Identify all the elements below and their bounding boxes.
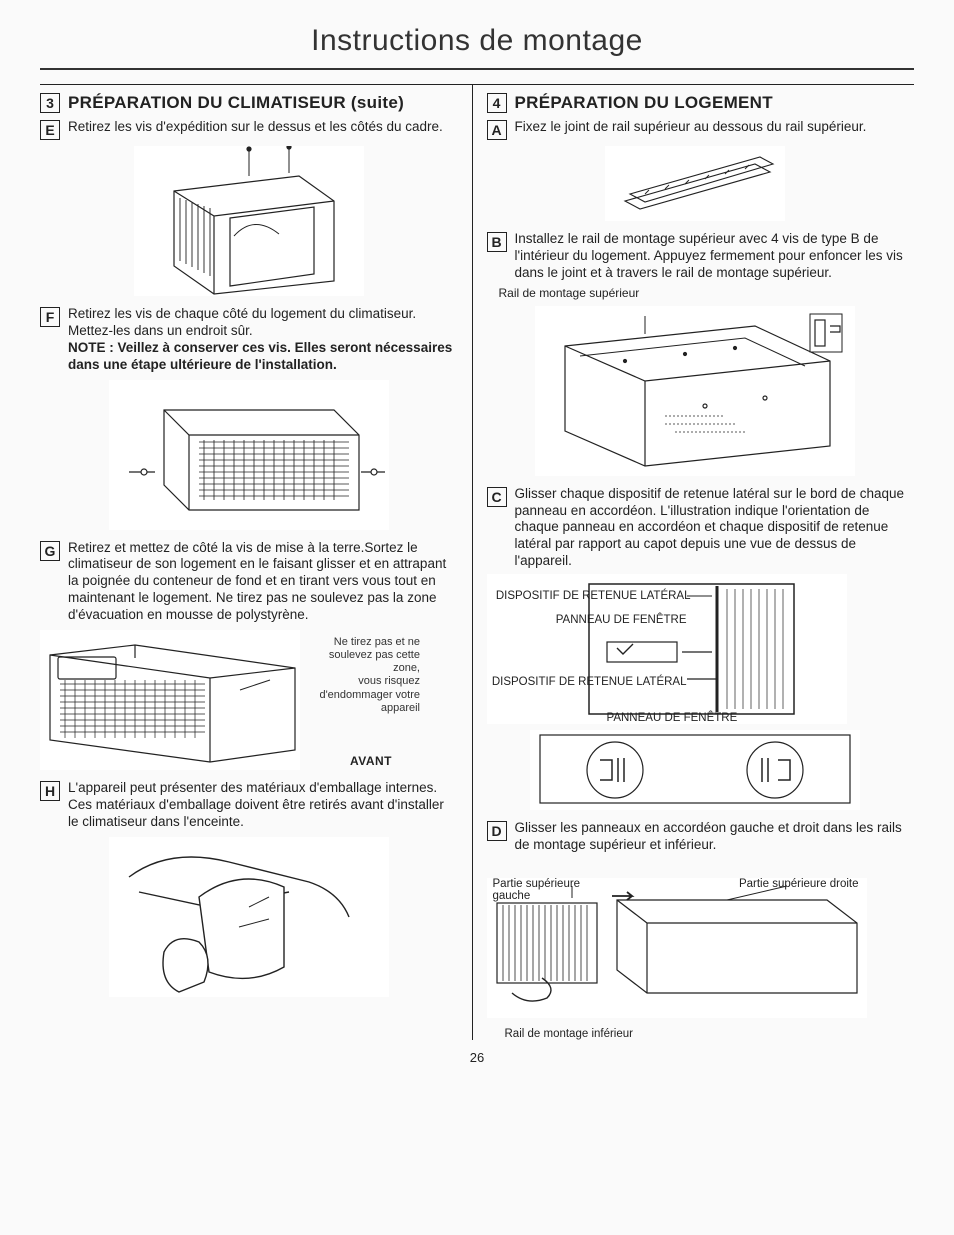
step-F: F Retirez les vis de chaque côté du loge… — [40, 306, 458, 374]
left-column: 3 PRÉPARATION DU CLIMATISEUR (suite) E R… — [40, 85, 473, 1040]
step-F-note: NOTE : Veillez à conserver ces vis. Elle… — [68, 340, 452, 372]
illustration-step-B — [535, 306, 855, 476]
step-letter-F: F — [40, 307, 60, 327]
illustration-step-H — [109, 837, 389, 997]
section-3-header: 3 PRÉPARATION DU CLIMATISEUR (suite) — [40, 93, 458, 113]
label-top-right: Partie supérieure droite — [739, 878, 859, 890]
section-number-3: 3 — [40, 93, 60, 113]
step-D: D Glisser les panneaux en accordéon gauc… — [487, 820, 905, 854]
page-number: 26 — [40, 1050, 914, 1065]
illustration-step-C2 — [530, 730, 860, 810]
label-top-left: Partie supérieure gauche — [493, 878, 603, 902]
step-letter-A: A — [487, 120, 507, 140]
section-3-title: PRÉPARATION DU CLIMATISEUR (suite) — [68, 93, 404, 113]
rail-top-label: Rail de montage supérieur — [499, 286, 905, 300]
step-E: E Retirez les vis d'expédition sur le de… — [40, 119, 458, 140]
section-4-header: 4 PRÉPARATION DU LOGEMENT — [487, 93, 905, 113]
page-title: Instructions de montage — [40, 24, 914, 58]
step-letter-E: E — [40, 120, 60, 140]
right-column: 4 PRÉPARATION DU LOGEMENT A Fixez le joi… — [473, 85, 915, 1040]
step-letter-B: B — [487, 232, 507, 252]
section-number-4: 4 — [487, 93, 507, 113]
step-letter-G: G — [40, 541, 60, 561]
step-G-warning: Ne tirez pas et ne soulevez pas cette zo… — [305, 636, 420, 715]
two-column-layout: 3 PRÉPARATION DU CLIMATISEUR (suite) E R… — [40, 84, 914, 1040]
section-4-title: PRÉPARATION DU LOGEMENT — [515, 93, 773, 113]
illustration-step-F — [109, 380, 389, 530]
illustration-step-E — [134, 146, 364, 296]
step-C-text: Glisser chaque dispositif de retenue lat… — [515, 486, 905, 570]
step-H: H L'appareil peut présenter des matériau… — [40, 780, 458, 831]
step-A: A Fixez le joint de rail supérieur au de… — [487, 119, 905, 140]
label-retainer-bot: DISPOSITIF DE RETENUE LATÉRAL — [487, 676, 687, 688]
label-retainer-top: DISPOSITIF DE RETENUE LATÉRAL — [491, 590, 691, 602]
step-G-text: Retirez et mettez de côté la vis de mise… — [68, 540, 458, 624]
step-F-text: Retirez les vis de chaque côté du logeme… — [68, 306, 458, 374]
illustration-C-wrap: DISPOSITIF DE RETENUE LATÉRAL PANNEAU DE… — [487, 574, 847, 724]
step-D-text: Glisser les panneaux en accordéon gauche… — [515, 820, 905, 854]
step-F-main: Retirez les vis de chaque côté du logeme… — [68, 306, 416, 338]
step-letter-H: H — [40, 781, 60, 801]
label-bottom-rail: Rail de montage inférieur — [505, 1028, 867, 1040]
label-panel-top: PANNEAU DE FENÊTRE — [527, 614, 687, 626]
step-A-text: Fixez le joint de rail supérieur au dess… — [515, 119, 867, 140]
step-letter-D: D — [487, 821, 507, 841]
step-C: C Glisser chaque dispositif de retenue l… — [487, 486, 905, 570]
illustration-step-A — [605, 146, 785, 221]
step-letter-C: C — [487, 487, 507, 507]
illustration-G-wrap: Ne tirez pas et ne soulevez pas cette zo… — [40, 630, 420, 770]
step-B-text: Installez le rail de montage supérieur a… — [515, 231, 905, 282]
step-G-front-label: AVANT — [350, 754, 392, 768]
step-G: G Retirez et mettez de côté la vis de mi… — [40, 540, 458, 624]
illustration-step-G — [40, 630, 300, 770]
title-rule — [40, 68, 914, 70]
step-E-text: Retirez les vis d'expédition sur le dess… — [68, 119, 443, 140]
illustration-D-wrap: Partie supérieure gauche Partie supérieu… — [487, 878, 867, 1040]
step-H-text: L'appareil peut présenter des matériaux … — [68, 780, 458, 831]
step-B: B Installez le rail de montage supérieur… — [487, 231, 905, 282]
label-panel-bot: PANNEAU DE FENÊTRE — [607, 712, 738, 724]
